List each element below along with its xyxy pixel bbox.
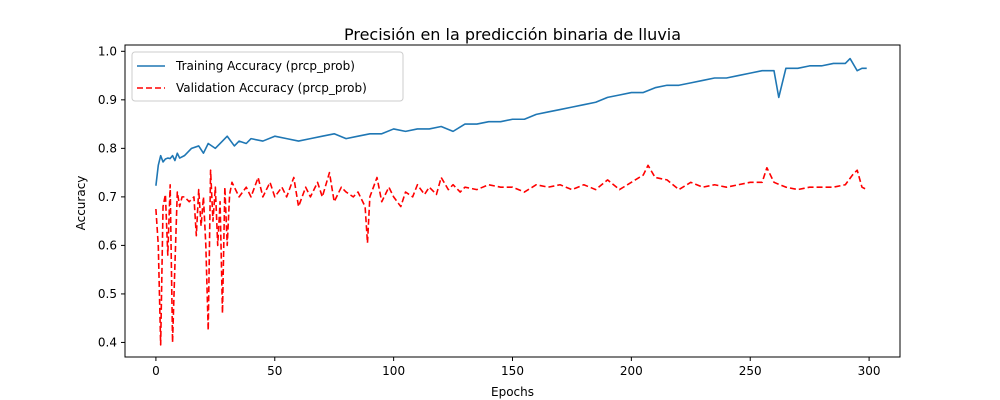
x-tick-label: 200 [620,364,643,378]
y-tick-label: 0.7 [98,190,117,204]
y-tick-label: 0.8 [98,141,117,155]
x-tick-label: 50 [267,364,282,378]
legend-entry-label: Validation Accuracy (prcp_prob) [176,81,367,95]
y-axis-label: Accuracy [74,176,88,231]
y-tick-label: 0.5 [98,287,117,301]
plot-frame [124,44,901,358]
y-tick-label: 0.4 [98,335,117,349]
y-axis: 0.4 0.5 0.6 0.7 0.8 0.9 1.0 [98,44,125,349]
legend-box [131,51,404,102]
legend-entry-label: Training Accuracy (prcp_prob) [175,59,355,73]
x-tick-label: 250 [739,364,762,378]
plot-area [155,57,868,346]
x-tick-label: 300 [858,364,881,378]
legend: Training Accuracy (prcp_prob) Validation … [131,51,404,102]
y-tick-label: 1.0 [98,44,117,58]
x-tick-label: 100 [382,364,405,378]
y-tick-label: 0.9 [98,93,117,107]
series-line-training-accuracy [155,57,867,186]
x-axis: 0 50 100 150 200 250 300 [152,357,881,378]
y-tick-label: 0.6 [98,238,117,252]
x-tick-label: 0 [152,364,160,378]
chart-title: Precisión en la predicción binaria de ll… [344,25,681,44]
x-tick-label: 150 [501,364,524,378]
x-axis-label: Epochs [491,385,534,399]
series-line-validation-accuracy [155,164,868,346]
